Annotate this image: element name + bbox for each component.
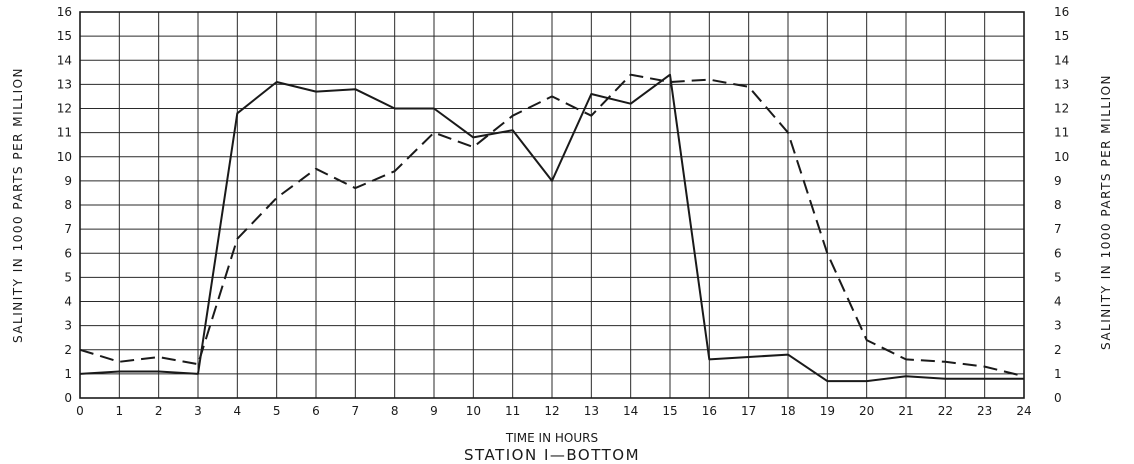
y-tick-label-left: 11 (57, 126, 72, 140)
y-axis-title-left: SALINITY IN 1000 PARTS PER MILLION (11, 67, 25, 343)
x-tick-label: 9 (430, 404, 438, 418)
plot-frame (79, 11, 1025, 399)
x-tick-label: 11 (505, 404, 520, 418)
y-tick-label-left: 12 (57, 102, 72, 116)
x-tick-label: 15 (662, 404, 677, 418)
y-tick-label-right: 11 (1054, 126, 1069, 140)
x-tick-label: 20 (859, 404, 874, 418)
y-tick-label-right: 12 (1054, 102, 1069, 116)
series-line-dashed (79, 73, 1025, 378)
y-tick-label-right: 10 (1054, 150, 1069, 164)
y-tick-label-left: 1 (64, 367, 72, 381)
y-tick-label-left: 6 (64, 246, 72, 260)
y-tick-label-left: 4 (64, 295, 72, 309)
y-tick-label-right: 4 (1054, 295, 1062, 309)
x-tick-label: 24 (1016, 404, 1031, 418)
y-tick-label-right: 5 (1054, 270, 1062, 284)
x-tick-label: 1 (116, 404, 124, 418)
series-line-solid (79, 73, 1024, 383)
x-tick-label: 16 (702, 404, 717, 418)
x-tick-label: 3 (194, 404, 202, 418)
x-tick-label: 23 (977, 404, 992, 418)
y-axis-title-right: SALINITY IN 1000 PARTS PER MILLION (1099, 74, 1113, 350)
y-tick-label-left: 13 (57, 77, 72, 91)
x-tick-label: 17 (741, 404, 756, 418)
y-tick-label-left: 14 (57, 53, 72, 67)
y-tick-label-right: 14 (1054, 53, 1069, 67)
x-tick-label: 8 (391, 404, 399, 418)
x-tick-label: 13 (584, 404, 599, 418)
x-tick-label: 19 (820, 404, 835, 418)
x-tick-label: 7 (352, 404, 360, 418)
y-tick-label-left: 0 (64, 391, 72, 405)
y-tick-label-left: 16 (57, 5, 72, 19)
y-tick-label-left: 8 (64, 198, 72, 212)
x-axis-title: TIME IN HOURS (505, 431, 598, 445)
x-tick-label: 12 (544, 404, 559, 418)
y-tick-label-right: 6 (1054, 246, 1062, 260)
x-tick-label: 10 (466, 404, 481, 418)
x-tick-label: 22 (938, 404, 953, 418)
y-tick-label-left: 10 (57, 150, 72, 164)
x-tick-label: 5 (273, 404, 281, 418)
x-axis-ticks: 0 1 2 3 4 5 6 7 8 9 10 11 12 13 14 15 16 17 18 19 20 21 22 23 24 (76, 404, 1031, 418)
y-tick-label-right: 0 (1054, 391, 1062, 405)
chart-title: STATION I—BOTTOM (464, 446, 640, 464)
y-tick-label-right: 1 (1054, 367, 1062, 381)
x-tick-label: 0 (76, 404, 84, 418)
y-tick-label-right: 13 (1054, 77, 1069, 91)
series-layer (79, 73, 1025, 383)
y-tick-label-left: 9 (64, 174, 72, 188)
y-tick-label-right: 16 (1054, 5, 1069, 19)
y-tick-label-right: 8 (1054, 198, 1062, 212)
y-tick-label-right: 9 (1054, 174, 1062, 188)
x-tick-label: 6 (312, 404, 320, 418)
y-tick-label-right: 7 (1054, 222, 1062, 236)
y-tick-label-right: 2 (1054, 343, 1062, 357)
x-tick-label: 21 (898, 404, 913, 418)
x-tick-label: 2 (155, 404, 163, 418)
y-tick-label-left: 5 (64, 270, 72, 284)
y-tick-label-left: 3 (64, 319, 72, 333)
y-tick-label-left: 2 (64, 343, 72, 357)
y-tick-label-left: 15 (57, 29, 72, 43)
grid (79, 11, 1025, 399)
x-tick-label: 18 (780, 404, 795, 418)
y-tick-label-right: 3 (1054, 319, 1062, 333)
x-tick-label: 4 (234, 404, 242, 418)
y-tick-label-left: 7 (64, 222, 72, 236)
x-tick-label: 14 (623, 404, 638, 418)
y-tick-label-right: 15 (1054, 29, 1069, 43)
